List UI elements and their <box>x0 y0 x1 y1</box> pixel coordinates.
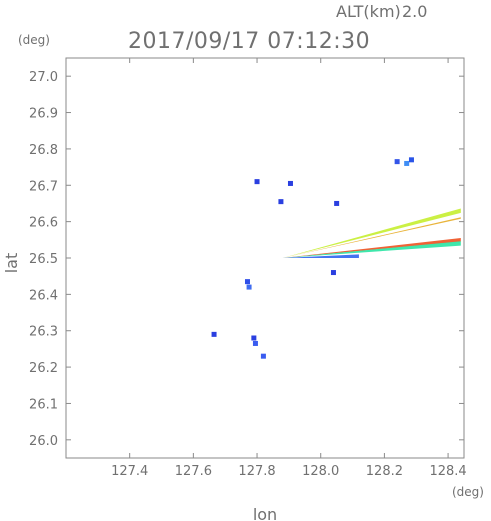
y-tick-label: 26.5 <box>29 252 58 267</box>
radar-beam-echo <box>282 241 461 258</box>
radar-echo-cell <box>278 199 284 205</box>
altitude-value: 2.0 <box>402 2 427 21</box>
radar-echo-cell <box>330 270 336 276</box>
y-tick-label: 26.9 <box>29 107 58 122</box>
radar-echo-cell <box>246 284 252 290</box>
altitude-label: ALT(km) <box>336 2 401 21</box>
radar-echo-cell <box>260 353 266 359</box>
y-tick-label: 26.3 <box>29 325 58 340</box>
x-axis-label: lon <box>253 505 277 521</box>
radar-echo-cell <box>404 160 410 166</box>
x-tick-label: 128.2 <box>366 464 403 479</box>
y-tick-label: 26.7 <box>29 179 58 194</box>
x-tick-label: 127.6 <box>175 464 212 479</box>
y-tick-label: 26.1 <box>29 397 58 412</box>
x-tick-label: 127.4 <box>111 464 148 479</box>
radar-echo-cell <box>254 179 260 185</box>
radar-echo-cell <box>287 180 293 186</box>
y-tick-label: 26.4 <box>29 288 58 303</box>
radar-echo-cell <box>408 157 414 163</box>
x-tick-label: 127.8 <box>238 464 275 479</box>
y-tick-label: 26.6 <box>29 216 58 231</box>
plot-frame <box>65 57 465 459</box>
radar-beam-echo <box>282 208 461 258</box>
plot-area: 127.4 127.6 127.8 128.0 128.2 128.4 26.0 26.1 26… <box>29 57 467 479</box>
radar-beam-echo <box>282 217 461 258</box>
x-tick-label: 128.4 <box>429 464 466 479</box>
y-tick-label: 26.8 <box>29 143 58 158</box>
x-tick-label: 128.0 <box>302 464 339 479</box>
radar-echo-cell <box>244 279 250 285</box>
y-tick-label: 26.0 <box>29 434 58 449</box>
y-tick-label: 27.0 <box>29 70 58 85</box>
radar-echo-cell <box>252 340 258 346</box>
datetime-title: 2017/09/17 07:12:30 <box>128 29 370 54</box>
x-axis-unit: (deg) <box>452 485 484 499</box>
radar-echo-cell <box>211 331 217 337</box>
radar-beam-echo <box>282 238 461 258</box>
y-axis-label: lat <box>2 253 21 274</box>
y-tick-label: 26.2 <box>29 361 58 376</box>
radar-echo-cell <box>334 200 340 206</box>
radar-beam-echo <box>282 254 359 258</box>
radar-echo-cell <box>394 159 400 165</box>
y-axis-unit: (deg) <box>18 33 50 47</box>
radar-echo-cell <box>251 335 257 341</box>
